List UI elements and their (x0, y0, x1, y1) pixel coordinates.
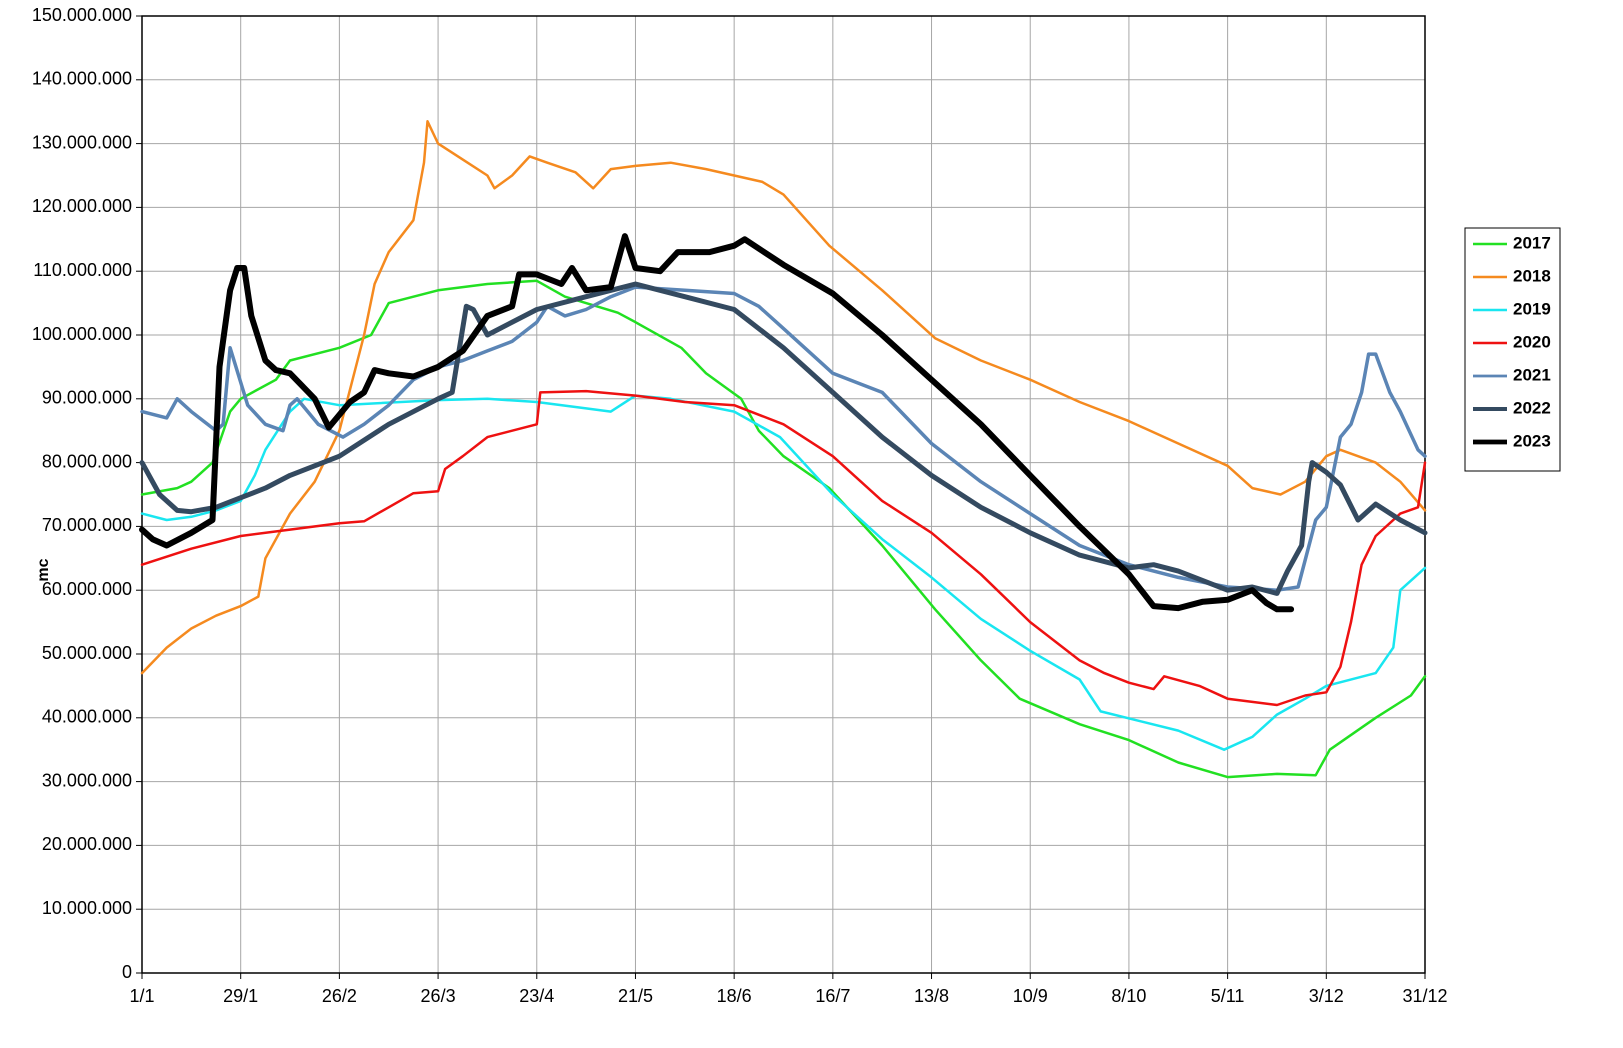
y-tick-label: 110.000.000 (33, 260, 132, 280)
plot-area (142, 16, 1425, 973)
x-tick-label: 10/9 (1013, 986, 1048, 1006)
y-tick-label: 140.000.000 (32, 69, 132, 89)
legend-label: 2020 (1513, 332, 1551, 351)
x-tick-label: 29/1 (223, 986, 258, 1006)
x-tick-label: 26/2 (322, 986, 357, 1006)
x-tick-label: 1/1 (129, 986, 154, 1006)
legend-label: 2022 (1513, 398, 1551, 417)
series-line (139, 233, 1295, 613)
legend-box (1464, 227, 1561, 472)
x-tick-label: 3/12 (1309, 986, 1344, 1006)
y-tick-label: 90.000.000 (42, 388, 132, 408)
series-line (140, 389, 1427, 707)
y-tick-label: 150.000.000 (32, 5, 132, 25)
y-tick-label: 60.000.000 (42, 579, 132, 599)
y-tick-label: 40.000.000 (42, 707, 132, 727)
legend-label: 2023 (1513, 431, 1551, 450)
x-tick-label: 18/6 (717, 986, 752, 1006)
y-tick-label: 80.000.000 (42, 451, 132, 471)
series-line (140, 279, 1427, 779)
y-axis-label: mc (35, 558, 52, 581)
legend-label: 2019 (1513, 299, 1551, 318)
y-tick-label: 120.000.000 (32, 196, 132, 216)
y-tick-label: 130.000.000 (32, 132, 132, 152)
y-tick-label: 10.000.000 (42, 898, 132, 918)
x-tick-label: 21/5 (618, 986, 653, 1006)
series-line (140, 394, 1427, 751)
x-tick-label: 8/10 (1111, 986, 1146, 1006)
y-tick-label: 20.000.000 (42, 834, 132, 854)
legend-label: 2021 (1513, 365, 1551, 384)
y-tick-label: 30.000.000 (42, 770, 132, 790)
series-line (140, 285, 1427, 592)
legend-label: 2017 (1513, 233, 1551, 252)
series-line (139, 281, 1428, 596)
y-tick-label: 0 (122, 962, 132, 982)
y-tick-label: 70.000.000 (42, 515, 132, 535)
x-tick-label: 26/3 (421, 986, 456, 1006)
x-tick-label: 5/11 (1211, 986, 1245, 1006)
x-tick-label: 16/7 (815, 986, 850, 1006)
y-tick-label: 100.000.000 (32, 324, 132, 344)
y-tick-label: 50.000.000 (42, 643, 132, 663)
x-tick-label: 13/8 (914, 986, 949, 1006)
x-tick-label: 23/4 (519, 986, 554, 1006)
x-tick-label: 31/12 (1402, 986, 1447, 1006)
legend-label: 2018 (1513, 266, 1551, 285)
series-line (140, 120, 1427, 675)
